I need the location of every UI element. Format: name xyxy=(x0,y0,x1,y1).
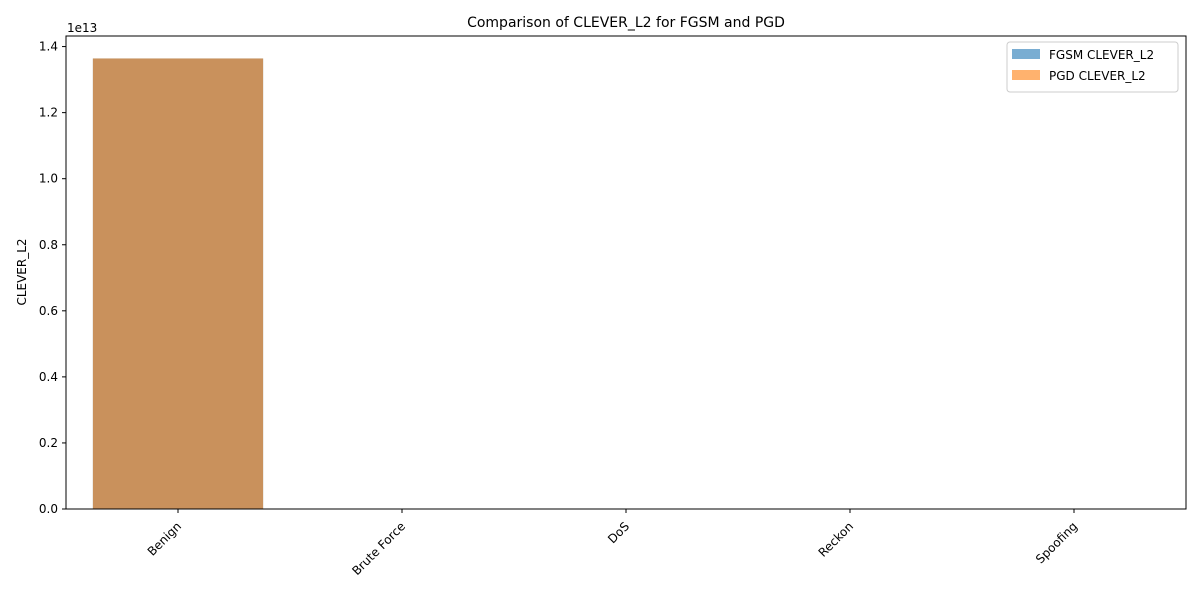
legend-label: FGSM CLEVER_L2 xyxy=(1049,48,1154,62)
y-axis-label: CLEVER_L2 xyxy=(15,238,29,305)
chart-title: Comparison of CLEVER_L2 for FGSM and PGD xyxy=(467,15,785,31)
legend-label: PGD CLEVER_L2 xyxy=(1049,69,1146,83)
legend-swatch xyxy=(1012,49,1040,59)
y-tick-label: 0.6 xyxy=(39,304,58,318)
x-tick-label: Brute Force xyxy=(349,519,408,578)
y-tick-label: 0.8 xyxy=(39,238,58,252)
legend-box xyxy=(1006,41,1179,93)
x-tick-label: Reckon xyxy=(816,519,856,559)
y-axis-offset-label: 1e13 xyxy=(67,21,97,35)
y-tick-label: 0.0 xyxy=(39,502,58,516)
legend: FGSM CLEVER_L2 PGD CLEVER_L2 xyxy=(1006,41,1179,93)
y-tick-label: 0.2 xyxy=(39,436,58,450)
x-tick-label: Spoofing xyxy=(1033,519,1080,566)
x-tick-label: Benign xyxy=(145,519,184,558)
y-tick-label: 1.2 xyxy=(39,106,58,120)
x-tick-label: DoS xyxy=(605,519,632,546)
y-tick-label: 1.0 xyxy=(39,172,58,186)
bars-layer xyxy=(92,58,264,509)
bar-pgd-benign xyxy=(92,58,264,509)
y-tick-label: 1.4 xyxy=(39,40,58,54)
y-tick-label: 0.4 xyxy=(39,370,58,384)
legend-swatch xyxy=(1012,70,1040,80)
